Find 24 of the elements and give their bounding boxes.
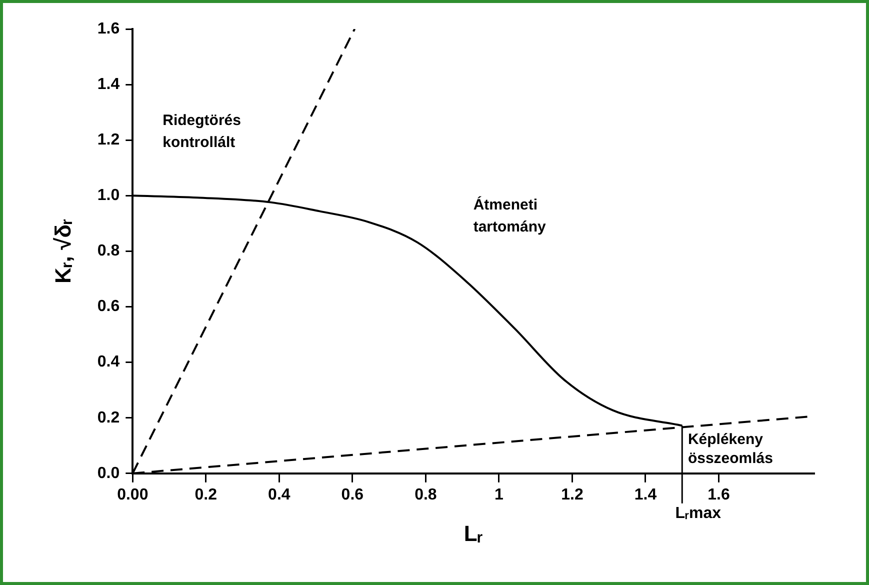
- x-tick-label: 1.4: [634, 486, 657, 504]
- x-tick-label: 0.2: [194, 486, 218, 504]
- y-tick-label: 1.2: [97, 132, 120, 149]
- y-tick-label: 0.2: [97, 409, 120, 426]
- ref-line-label: Lᵣmax: [675, 504, 722, 522]
- x-tick-label: 0.8: [414, 486, 437, 504]
- y-tick-label: 0.4: [97, 354, 120, 371]
- y-tick-label: 1.6: [97, 20, 120, 38]
- y-tick-label: 1.0: [97, 187, 120, 204]
- x-tick-label: 1: [494, 486, 504, 504]
- x-tick-label: 1.6: [708, 486, 730, 504]
- x-tick-label: 0.4: [268, 486, 290, 504]
- x-axis-title: Lᵣ: [464, 520, 484, 546]
- x-tick-label: 1.2: [561, 486, 584, 504]
- x-tick-label: 0.6: [341, 486, 364, 504]
- x-tick-label: 0.00: [117, 486, 148, 504]
- y-axis-title: Kᵣ, √δᵣ: [50, 218, 76, 284]
- y-tick-label: 1.4: [97, 76, 120, 93]
- y-tick-label: 0.0: [97, 464, 120, 482]
- y-tick-label: 0.6: [97, 298, 120, 316]
- annotation: Ridegtörés kontrollált: [162, 112, 241, 152]
- annotation: Átmeneti tartomány: [473, 196, 546, 236]
- annotation: Képlékeny összeomlás: [688, 431, 773, 468]
- y-tick-label: 0.8: [97, 242, 120, 260]
